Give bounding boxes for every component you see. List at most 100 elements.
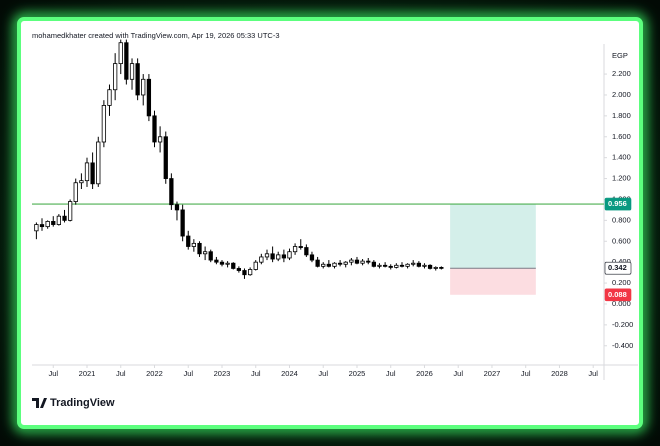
candle-body <box>377 264 382 267</box>
candle-body <box>411 262 416 265</box>
attribution: mohamedkhater created with TradingView.c… <box>32 31 280 40</box>
x-tick-label: 2023 <box>214 369 231 378</box>
candle-body <box>96 141 101 185</box>
x-tick-label: Jul <box>588 369 598 378</box>
logo-text: TradingView <box>50 397 115 409</box>
candle-body <box>169 178 174 206</box>
candle-body <box>416 262 422 267</box>
x-tick-label: Jul <box>116 369 126 378</box>
candle-body <box>67 201 73 221</box>
candle-body <box>394 264 399 268</box>
candle-body <box>214 259 219 263</box>
candle-body <box>292 246 298 253</box>
candle-body <box>62 215 67 221</box>
candle-body <box>157 136 163 143</box>
candle-body <box>349 259 354 263</box>
logo: TradingView <box>32 397 115 409</box>
candle-body <box>45 221 50 228</box>
candle-body <box>259 256 264 263</box>
candle-body <box>225 262 230 265</box>
candle-body <box>321 263 326 267</box>
x-tick-label: Jul <box>386 369 396 378</box>
y-tick-label: 0.600 <box>612 236 631 245</box>
profit-zone <box>450 204 536 269</box>
candle-body <box>298 246 303 248</box>
y-tick-label: 2.000 <box>612 90 631 99</box>
candle-body <box>219 261 225 265</box>
candle-body <box>247 269 253 276</box>
candle-body <box>433 266 438 269</box>
candle-body <box>101 105 107 143</box>
y-tick-label: 0.800 <box>612 215 631 224</box>
stop-label-box <box>604 288 632 302</box>
x-tick-label: Jul <box>48 369 58 378</box>
candle-body <box>388 265 393 268</box>
candle-body <box>113 63 118 91</box>
candle-body <box>371 261 376 267</box>
target-label-box <box>604 197 632 211</box>
candle-body <box>366 260 371 263</box>
candle-body <box>422 264 427 267</box>
x-tick-label: 2024 <box>281 369 298 378</box>
candle-body <box>309 254 315 261</box>
y-tick-label: 1.800 <box>612 111 631 120</box>
y-tick-label: 0.000 <box>612 299 631 308</box>
x-tick-label: 2027 <box>484 369 501 378</box>
candle-body <box>174 204 180 211</box>
x-tick-label: Jul <box>183 369 193 378</box>
candle-body <box>34 224 39 232</box>
y-tick-label: -0.400 <box>612 341 633 350</box>
x-tick-label: 2026 <box>416 369 433 378</box>
y-tick-label: 0.400 <box>612 257 631 266</box>
candle-body <box>360 260 365 264</box>
candle-body <box>56 215 61 225</box>
candle-body <box>51 221 56 225</box>
candle-body <box>405 263 410 267</box>
candle-body <box>231 262 236 269</box>
stop-label: 0.088 <box>608 290 627 299</box>
candle-body <box>135 63 140 96</box>
candle-body <box>152 115 157 143</box>
candle-body <box>287 251 292 259</box>
candle-body <box>191 242 196 247</box>
candle-body <box>146 78 152 117</box>
candle-body <box>343 261 348 265</box>
candle-body <box>242 270 247 276</box>
candle-body <box>236 268 242 271</box>
logo-icon <box>32 398 47 408</box>
x-tick-label: Jul <box>318 369 328 378</box>
x-tick-label: 2028 <box>551 369 568 378</box>
y-tick-label: 2.200 <box>612 69 631 78</box>
candle-body <box>304 247 309 256</box>
candle-body <box>354 259 360 264</box>
y-tick-label: 0.200 <box>612 278 631 287</box>
candle-body <box>180 209 185 237</box>
candle-body <box>129 63 135 80</box>
x-tick-label: 2022 <box>146 369 163 378</box>
y-tick-label: 1.200 <box>612 174 631 183</box>
entry-label-box <box>604 261 632 275</box>
candle-body <box>39 224 45 228</box>
candle-body <box>276 254 281 260</box>
x-tick-label: 2025 <box>349 369 366 378</box>
candle-body <box>315 259 320 267</box>
candle-body <box>79 180 84 184</box>
candle-body <box>202 251 208 255</box>
candle-body <box>208 251 213 261</box>
candle-body <box>264 253 270 258</box>
candle-body <box>281 254 287 259</box>
candle-body <box>118 42 123 65</box>
y-tick-label: 1.400 <box>612 153 631 162</box>
x-tick-label: Jul <box>251 369 261 378</box>
currency: EGP <box>612 51 628 60</box>
candle-body <box>270 253 275 260</box>
y-tick-label: -0.200 <box>612 320 633 329</box>
candle-body <box>186 235 191 247</box>
entry-label: 0.342 <box>608 263 627 272</box>
candle-body <box>332 262 337 267</box>
x-tick-label: 2021 <box>79 369 96 378</box>
candle-body <box>124 42 129 80</box>
candle-body <box>163 136 168 179</box>
candle-body <box>107 89 112 106</box>
